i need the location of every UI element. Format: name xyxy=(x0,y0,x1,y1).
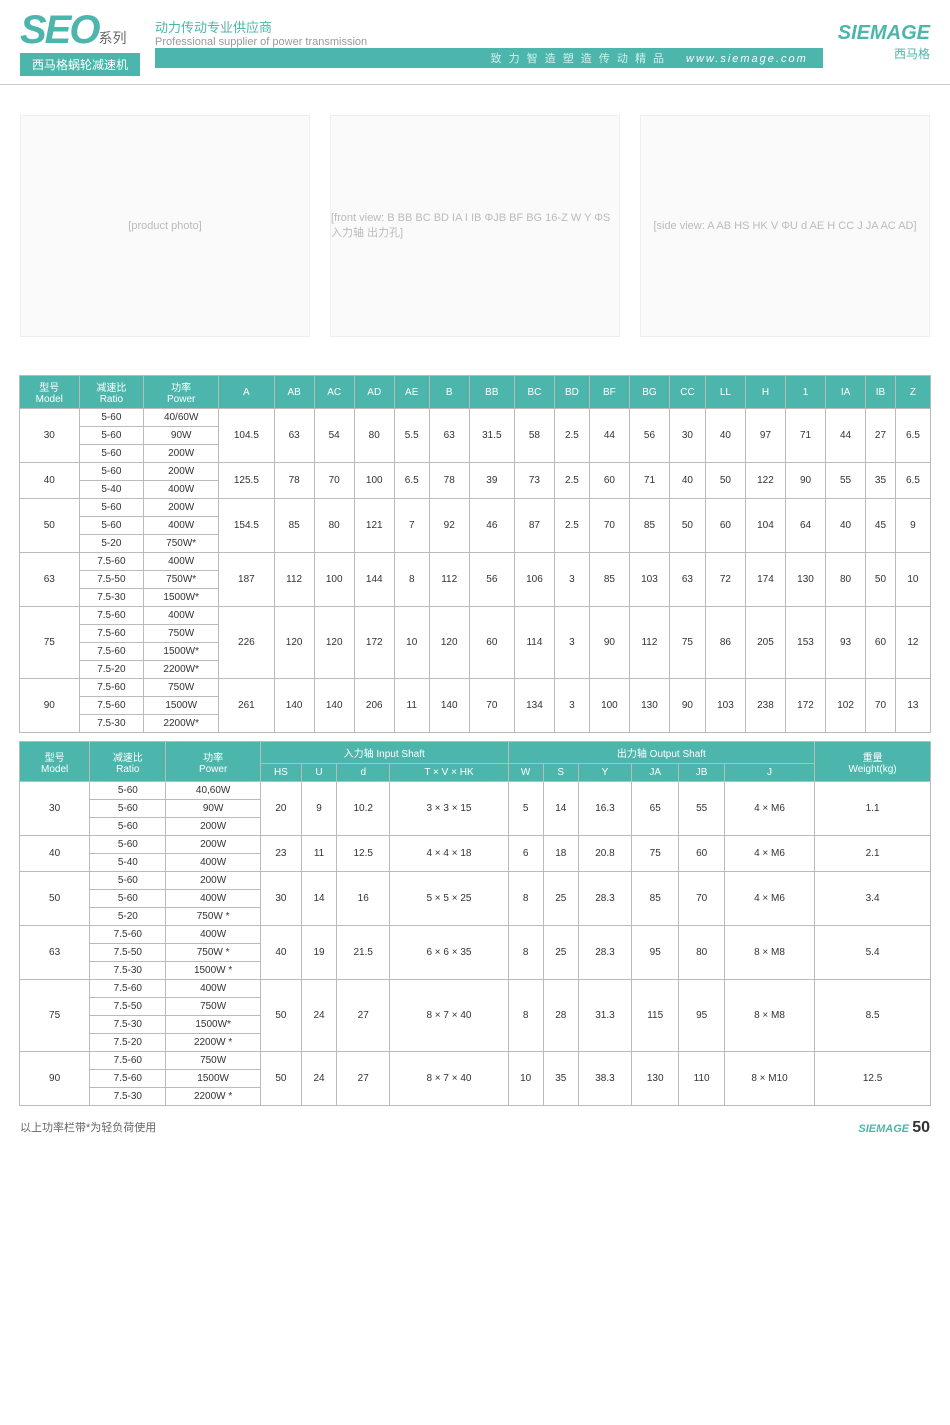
supplier-en: Professional supplier of power transmiss… xyxy=(155,36,823,48)
sub-header: d xyxy=(337,764,390,782)
logo-cn: 西马格 xyxy=(838,45,930,62)
sub-header: T × V × HK xyxy=(390,764,508,782)
col-header: 重量Weight(kg) xyxy=(815,742,931,782)
col-header: B xyxy=(429,376,469,409)
col-header: BB xyxy=(469,376,514,409)
dimensions-table-1: 型号Model减速比Ratio功率PowerAABACADAEBBBBCBDBF… xyxy=(19,375,931,733)
col-header: AE xyxy=(394,376,429,409)
table-row: 757.5-60400W5024278 × 7 × 4082831.311595… xyxy=(20,980,931,998)
col-header: AC xyxy=(314,376,354,409)
col-header: 1 xyxy=(786,376,826,409)
sub-header: HS xyxy=(260,764,301,782)
col-header: H xyxy=(745,376,785,409)
col-header: CC xyxy=(669,376,705,409)
front-view-diagram: [front view: B BB BC BD IA I IB ΦJB BF B… xyxy=(330,115,620,337)
website-url: www.siemage.com xyxy=(686,53,808,65)
col-header: Z xyxy=(895,376,930,409)
supplier-cn: 动力传动专业供应商 xyxy=(155,17,823,36)
page-number: 50 xyxy=(912,1119,930,1136)
col-header: IB xyxy=(866,376,896,409)
product-photo: [product photo] xyxy=(20,115,310,337)
col-header: 功率Power xyxy=(166,742,260,782)
footnote: 以上功率栏带*为轻负荷使用 xyxy=(20,1119,156,1137)
page-header: SEO系列 西马格蜗轮减速机 动力传动专业供应商 Professional su… xyxy=(0,0,950,85)
table-row: 405-60200W125.578701006.57839732.5607140… xyxy=(20,463,931,481)
green-bar: 致 力 智 造 塑 造 传 动 精 品www.siemage.com xyxy=(155,48,823,68)
col-header: AD xyxy=(354,376,394,409)
col-header: 减速比Ratio xyxy=(79,376,144,409)
model-cell: 50 xyxy=(20,872,90,926)
sub-header: W xyxy=(508,764,543,782)
model-cell: 75 xyxy=(20,607,80,679)
model-cell: 75 xyxy=(20,980,90,1052)
col-header: 功率Power xyxy=(144,376,219,409)
sub-header: S xyxy=(543,764,578,782)
col-header: A xyxy=(219,376,274,409)
logo-text: SIEMAGE xyxy=(838,22,930,45)
sub-header: J xyxy=(724,764,814,782)
table-row: 305-6040/60W104.56354805.56331.5582.5445… xyxy=(20,409,931,427)
supplier-block: 动力传动专业供应商 Professional supplier of power… xyxy=(155,17,823,68)
sub-header: JB xyxy=(679,764,725,782)
model-cell: 30 xyxy=(20,409,80,463)
model-cell: 63 xyxy=(20,926,90,980)
page-footer: 以上功率栏带*为轻负荷使用 SIEMAGE 50 xyxy=(0,1114,950,1142)
table-row: 305-6040,60W20910.23 × 3 × 1551416.36555… xyxy=(20,782,931,800)
table-row: 505-60200W3014165 × 5 × 2582528.385704 ×… xyxy=(20,872,931,890)
sub-header: U xyxy=(301,764,336,782)
diagram-row: [product photo] [front view: B BB BC BD … xyxy=(0,85,950,367)
subtitle-tag: 西马格蜗轮减速机 xyxy=(20,53,140,76)
logo-block: SIEMAGE 西马格 xyxy=(838,22,930,62)
col-header: 型号Model xyxy=(20,376,80,409)
col-header: 出力轴 Output Shaft xyxy=(508,742,815,764)
col-header: 型号Model xyxy=(20,742,90,782)
model-cell: 40 xyxy=(20,463,80,499)
table-row: 405-60200W231112.54 × 4 × 1861820.875604… xyxy=(20,836,931,854)
series-label: 系列 xyxy=(98,30,126,46)
table-row: 637.5-60400W401921.56 × 6 × 3582528.3958… xyxy=(20,926,931,944)
sub-header: Y xyxy=(578,764,631,782)
table-row: 637.5-60400W1871121001448112561063851036… xyxy=(20,553,931,571)
table-row: 505-60200W154.5858012179246872.570855060… xyxy=(20,499,931,517)
model-cell: 40 xyxy=(20,836,90,872)
col-header: BC xyxy=(514,376,554,409)
col-header: BD xyxy=(554,376,589,409)
seo-title: SEO xyxy=(20,8,98,52)
model-cell: 50 xyxy=(20,499,80,553)
col-header: BF xyxy=(589,376,629,409)
model-cell: 90 xyxy=(20,679,80,733)
title-block: SEO系列 西马格蜗轮减速机 xyxy=(20,8,140,76)
col-header: 减速比Ratio xyxy=(90,742,166,782)
col-header: 入力轴 Input Shaft xyxy=(260,742,508,764)
col-header: AB xyxy=(274,376,314,409)
side-view-diagram: [side view: A AB HS HK V ΦU d AE H CC J … xyxy=(640,115,930,337)
model-cell: 63 xyxy=(20,553,80,607)
table-row: 757.5-60400W2261201201721012060114390112… xyxy=(20,607,931,625)
table-row: 907.5-60750W5024278 × 7 × 40103538.31301… xyxy=(20,1052,931,1070)
footer-brand: SIEMAGE xyxy=(858,1123,909,1135)
model-cell: 30 xyxy=(20,782,90,836)
col-header: LL xyxy=(705,376,745,409)
dimensions-table-2: 型号Model减速比Ratio功率Power入力轴 Input Shaft出力轴… xyxy=(19,741,931,1106)
sub-header: JA xyxy=(632,764,679,782)
col-header: BG xyxy=(629,376,669,409)
col-header: IA xyxy=(826,376,866,409)
model-cell: 90 xyxy=(20,1052,90,1106)
table-row: 907.5-60750W2611401402061114070134310013… xyxy=(20,679,931,697)
